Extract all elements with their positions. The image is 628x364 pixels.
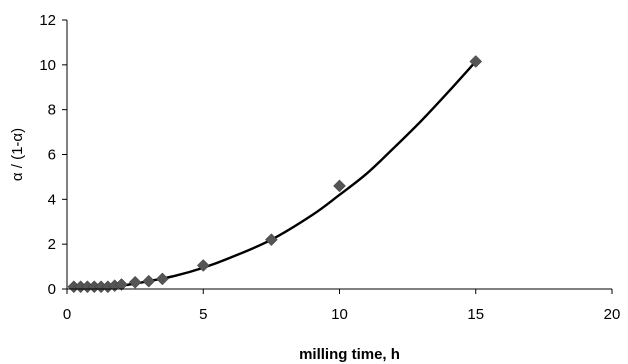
data-point: [196, 259, 210, 272]
x-tick-label: 5: [199, 306, 207, 323]
data-point: [333, 179, 346, 193]
x-tick-label: 15: [467, 306, 484, 323]
x-ticks: 0 5 10 15 20: [63, 289, 621, 323]
data-point: [156, 272, 169, 286]
data-point: [265, 233, 278, 247]
fit-curve: [73, 60, 477, 290]
y-tick-label: 2: [48, 236, 56, 253]
y-tick-label: 6: [48, 147, 56, 164]
y-tick-label: 10: [39, 57, 56, 74]
data-point: [115, 278, 128, 291]
x-tick-label: 20: [604, 306, 621, 323]
y-tick-label: 8: [48, 102, 56, 119]
data-point: [128, 275, 142, 289]
data-point: [142, 274, 156, 288]
y-tick-label: 12: [39, 12, 56, 29]
x-axis-title: milling time, h: [299, 346, 400, 363]
y-ticks: 0 2 4 6 8 10 12: [39, 12, 67, 298]
y-axis-title: α / (1-α): [9, 128, 26, 181]
fit-curve-layer: [73, 60, 477, 290]
data-point: [469, 55, 483, 68]
x-tick-label: 10: [331, 306, 348, 323]
y-tick-label: 0: [48, 281, 56, 298]
plot-area: 0 5 10 15 20 0 2 4 6 8 10 12: [39, 12, 620, 323]
y-tick-label: 4: [48, 191, 56, 208]
x-tick-label: 0: [63, 306, 71, 323]
data-points-layer: [67, 55, 483, 294]
